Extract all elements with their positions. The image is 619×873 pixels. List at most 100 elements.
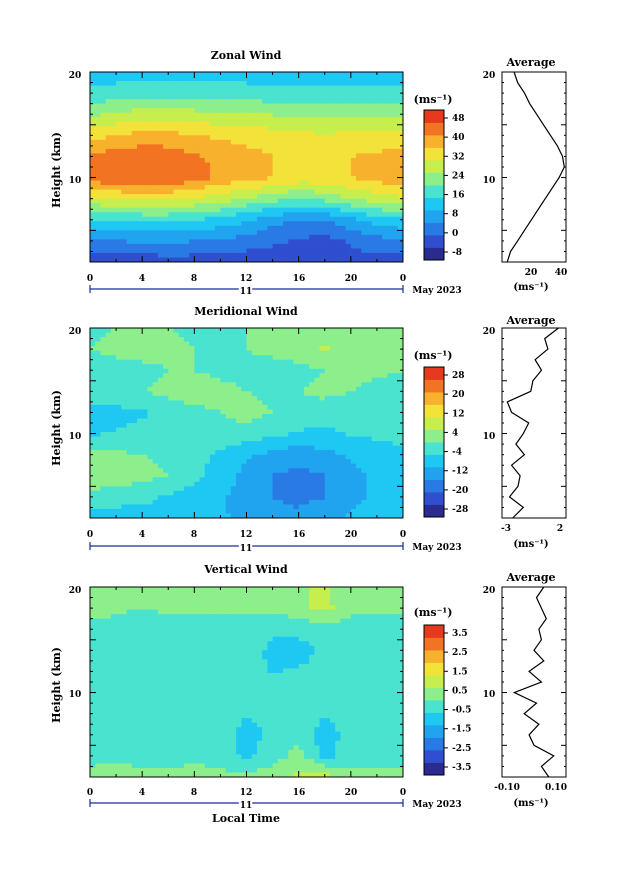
- heatmap-cell: [100, 225, 107, 231]
- heatmap-cell: [277, 409, 284, 415]
- heatmap-cell: [361, 486, 368, 492]
- heatmap-cell: [194, 364, 201, 370]
- heatmap-cell: [116, 126, 122, 132]
- heatmap-cell: [277, 257, 284, 262]
- heatmap-cell: [241, 176, 248, 182]
- heatmap-cell: [189, 94, 195, 100]
- heatmap-cell: [376, 162, 383, 168]
- heatmap-cell: [220, 450, 227, 456]
- heatmap-cell: [225, 499, 232, 506]
- heatmap-cell: [361, 135, 368, 141]
- heatmap-cell: [183, 230, 190, 236]
- heatmap-cell: [392, 481, 399, 487]
- heatmap-cell: [121, 234, 128, 240]
- heatmap-cell: [288, 85, 295, 91]
- heatmap-cell: [225, 386, 232, 392]
- heatmap-cell: [136, 76, 143, 82]
- heatmap-cell: [267, 167, 274, 173]
- heatmap-cell: [209, 176, 216, 182]
- heatmap-cell: [220, 495, 227, 501]
- heatmap-cell: [392, 225, 399, 231]
- heatmap-cell: [319, 377, 326, 383]
- heatmap-cell: [350, 400, 357, 406]
- heatmap-cell: [131, 436, 138, 442]
- heatmap-cell: [324, 216, 331, 222]
- heatmap-cell: [110, 203, 117, 209]
- heatmap-cell: [277, 225, 284, 231]
- heatmap-cell: [314, 108, 321, 114]
- heatmap-cell: [121, 221, 128, 227]
- heatmap-cell: [215, 499, 222, 506]
- heatmap-cell: [246, 157, 253, 164]
- heatmap-cell: [246, 85, 253, 91]
- heatmap-cell: [121, 203, 128, 209]
- heatmap-cell: [262, 504, 268, 510]
- heatmap-cell: [147, 504, 154, 510]
- heatmap-cell: [131, 85, 138, 91]
- heatmap-cell: [142, 72, 148, 78]
- heatmap-cell: [204, 112, 211, 118]
- heatmap-cell: [199, 450, 206, 456]
- heatmap-cell: [293, 99, 300, 105]
- heatmap-cell: [335, 486, 341, 492]
- heatmap-cell: [236, 359, 242, 365]
- heatmap-cell: [163, 445, 169, 451]
- heatmap-cell: [309, 432, 315, 438]
- heatmap-cell: [303, 130, 310, 136]
- heatmap-cell: [392, 144, 399, 150]
- heatmap-cell: [147, 418, 154, 424]
- heatmap-cell: [236, 153, 242, 159]
- heatmap-cell: [105, 189, 112, 195]
- heatmap-cell: [199, 72, 206, 78]
- heatmap-cell: [230, 203, 237, 209]
- heatmap-cell: [105, 481, 112, 487]
- heatmap-cell: [209, 185, 216, 191]
- heatmap-cell: [288, 248, 295, 254]
- heatmap-cell: [110, 153, 117, 159]
- heatmap-cell: [335, 90, 341, 96]
- heatmap-cell: [293, 499, 300, 506]
- heatmap-cell: [204, 180, 211, 186]
- heatmap-cell: [95, 108, 102, 114]
- heatmap-cell: [105, 81, 112, 87]
- heatmap-cell: [157, 400, 164, 406]
- heatmap-cell: [293, 180, 300, 186]
- heatmap-cell: [173, 221, 180, 227]
- heatmap-cell: [293, 94, 300, 100]
- heatmap-cell: [371, 108, 378, 114]
- heatmap-cell: [110, 126, 117, 132]
- heatmap-cell: [230, 468, 237, 474]
- heatmap-cell: [136, 418, 143, 424]
- heatmap-cell: [387, 171, 394, 177]
- heatmap-cell: [267, 423, 274, 429]
- heatmap-cell: [366, 337, 373, 343]
- heatmap-cell: [256, 436, 263, 442]
- heatmap-cell: [262, 126, 268, 132]
- heatmap-cell: [246, 216, 253, 222]
- heatmap-cell: [288, 490, 295, 496]
- heatmap-cell: [288, 162, 295, 168]
- heatmap-cell: [209, 382, 216, 388]
- heatmap-cell: [345, 130, 352, 136]
- heatmap-cell: [116, 472, 122, 478]
- heatmap-cell: [194, 126, 201, 132]
- heatmap-cell: [246, 409, 253, 415]
- heatmap-cell: [163, 341, 169, 347]
- heatmap-cell: [397, 117, 403, 123]
- heatmap-cell: [105, 418, 112, 424]
- heatmap-cell: [267, 328, 274, 334]
- heatmap-cell: [392, 404, 399, 411]
- heatmap-cell: [110, 207, 117, 213]
- heatmap-cell: [335, 167, 341, 173]
- heatmap-cell: [298, 108, 305, 114]
- heatmap-cell: [329, 355, 336, 361]
- heatmap-cell: [215, 504, 222, 510]
- heatmap-cell: [230, 117, 237, 123]
- heatmap-cell: [204, 153, 211, 159]
- heatmap-cell: [209, 337, 216, 343]
- heatmap-cell: [356, 359, 362, 365]
- heatmap-cell: [397, 130, 403, 136]
- heatmap-cell: [220, 490, 227, 496]
- heatmap-cell: [246, 225, 253, 231]
- heatmap-cell: [267, 94, 274, 100]
